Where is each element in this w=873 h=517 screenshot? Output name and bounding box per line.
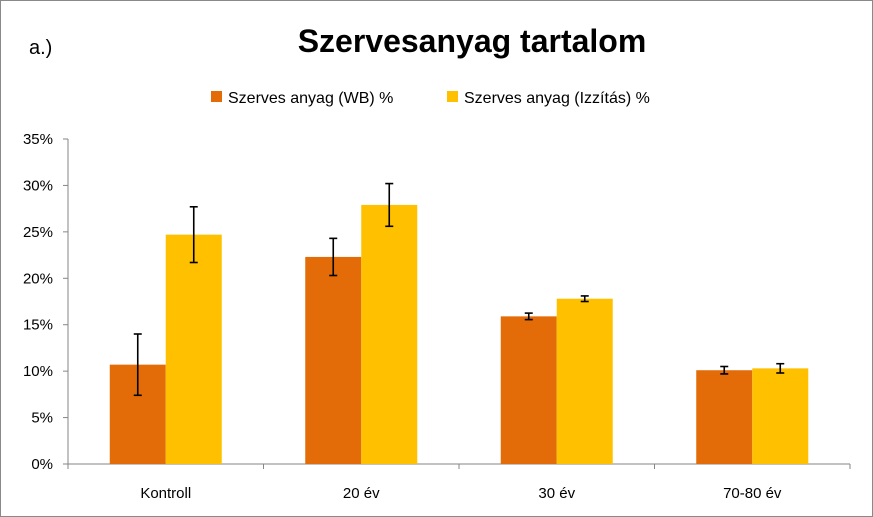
y-tick-label: 30%	[23, 177, 53, 194]
bar-wb	[696, 370, 753, 464]
y-tick-label: 5%	[31, 410, 53, 427]
x-tick-label: Kontroll	[140, 485, 191, 502]
y-tick-label: 10%	[23, 363, 53, 380]
bar-izzitas	[752, 368, 809, 464]
bar-izzitas	[361, 204, 418, 464]
x-tick-label: 30 év	[538, 485, 575, 502]
panel-label: a.)	[29, 37, 52, 59]
y-tick-label: 0%	[31, 456, 53, 473]
y-tick-label: 25%	[23, 224, 53, 241]
x-tick-label: 20 év	[343, 485, 380, 502]
x-tick-labels: Kontroll 20 év 30 év 70-80 év	[140, 485, 782, 502]
legend-swatch-wb	[211, 91, 222, 102]
y-tick-label: 35%	[23, 131, 53, 148]
chart-title: Szervesanyag tartalom	[298, 23, 647, 59]
y-tick-label: 20%	[23, 270, 53, 287]
bar-wb	[500, 316, 557, 464]
y-tick-labels: 0% 5% 10% 15% 20% 25% 30% 35%	[23, 131, 53, 473]
legend-label-izzitas: Szerves anyag (Izzítás) %	[464, 90, 650, 107]
legend-swatch-izzitas	[447, 91, 458, 102]
bars	[109, 204, 809, 464]
legend-label-wb: Szerves anyag (WB) %	[228, 90, 393, 107]
bar-izzitas	[165, 234, 222, 464]
x-tick-label: 70-80 év	[723, 485, 782, 502]
bar-wb	[305, 256, 362, 464]
legend: Szerves anyag (WB) % Szerves anyag (Izzí…	[211, 90, 650, 107]
y-tick-label: 15%	[23, 317, 53, 334]
bar-izzitas	[556, 298, 613, 464]
error-bars	[133, 182, 785, 397]
